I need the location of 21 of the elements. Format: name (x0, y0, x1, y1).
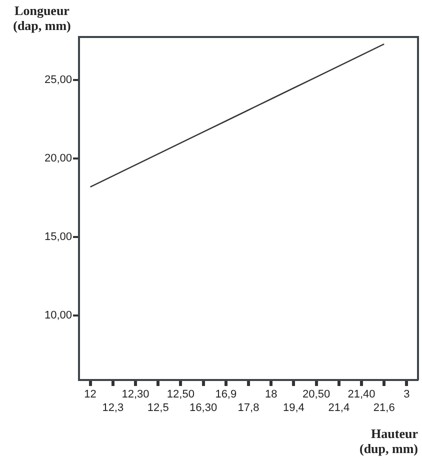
x-tick-label: 12,3 (102, 402, 124, 414)
x-tick-label: 12 (84, 388, 96, 401)
x-tick-label: 21,4 (328, 402, 350, 414)
x-tick-label: 17,8 (238, 402, 260, 414)
x-tick-label: 18 (264, 388, 278, 401)
x-tick-label: 21,6 (373, 402, 395, 414)
y-tick-label: 10,00 (44, 310, 72, 322)
x-tick-label: 16,30 (190, 402, 218, 414)
x-tick-label: 16,9 (215, 388, 237, 401)
x-tick-label: 19,4 (282, 402, 304, 414)
y-tick-label: 25,00 (44, 74, 72, 86)
x-axis-title: Hauteur (dup, mm) (358, 426, 418, 456)
y-axis-title: Longueur (dap, mm) (12, 3, 72, 33)
x-tick-label: 12,50 (166, 388, 194, 401)
x-tick-label: 20,50 (302, 388, 330, 401)
y-tick-label: 15,00 (44, 231, 72, 244)
x-tick-label: 3 (404, 388, 410, 401)
x-tick-label: 21,40 (348, 388, 376, 401)
x-tick-label: 12,30 (122, 388, 150, 401)
x-tick-label: 12,5 (147, 402, 169, 414)
y-tick-label: 20,00 (44, 152, 72, 165)
